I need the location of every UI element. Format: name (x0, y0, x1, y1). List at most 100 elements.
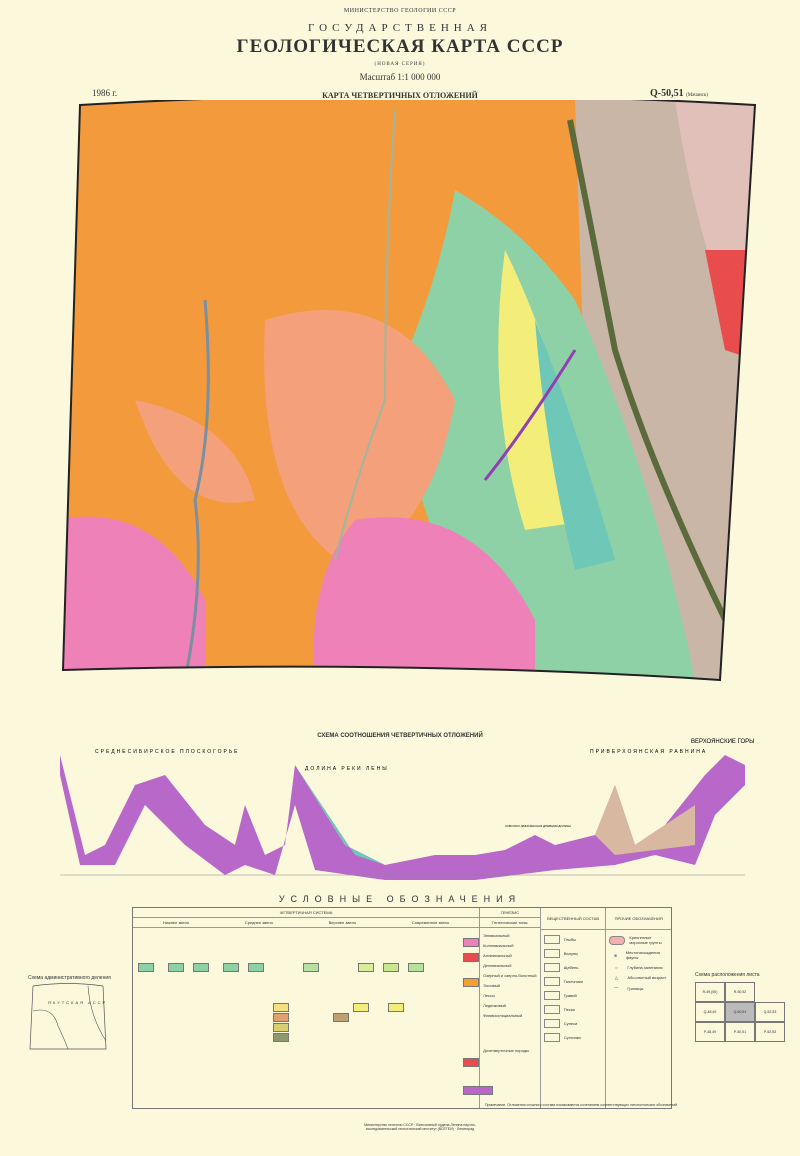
composition-item: Суглинки (543, 1033, 603, 1042)
legend-swatch (168, 963, 184, 972)
sheet-cell: Q-52,53 (755, 1002, 785, 1022)
genesis-item: Флювиогляциальный (483, 1013, 523, 1018)
genesis-item: Коллювиальный (483, 943, 514, 948)
legend-swatch (353, 1003, 369, 1012)
composition-label: Пески (563, 1007, 575, 1012)
region-label: ДОЛИНА РЕКИ ЛЕНЫ (305, 766, 389, 772)
composition-label: Супеси (563, 1021, 578, 1026)
composition-item: Галечники (543, 977, 603, 986)
pattern-swatch (543, 977, 560, 986)
other-item: △ Абсолютный возраст (609, 975, 668, 980)
map-frame (61, 100, 757, 682)
depth-icon: ○ (615, 965, 618, 970)
legend-swatch (408, 963, 424, 972)
other-item: ⊕ Местонахождения фауны (609, 950, 668, 960)
legend-swatch (463, 1058, 479, 1067)
map-region-southwest (63, 516, 205, 680)
pattern-swatch (543, 991, 560, 1000)
profile-loess (595, 785, 695, 855)
other-label: Границы (627, 985, 644, 991)
legend-swatch (383, 963, 399, 972)
column-header: Нижнее звено (162, 920, 190, 925)
series-label: (НОВАЯ СЕРИЯ) (374, 62, 426, 67)
sheet-code: Q-50,51 (650, 88, 684, 99)
genesis-item: Ледниковый (483, 1003, 506, 1008)
legend-swatch (333, 1013, 349, 1022)
legend-note: Примечание. Отложения сложного состава п… (485, 1103, 678, 1107)
sheet-cell: R-49,(50) (695, 982, 725, 1002)
map-title: ГЕОЛОГИЧЕСКАЯ КАРТА СССР (236, 36, 564, 57)
pattern-swatch (543, 1019, 560, 1028)
genesis-item: Дочетвертичные породы (483, 1048, 529, 1053)
legend-swatch (463, 1086, 493, 1095)
composition-label: Гравий (563, 993, 577, 998)
sheet-cell: Q-48,49 (695, 1002, 725, 1022)
river-center (334, 109, 396, 561)
column-header: Среднее звено (244, 920, 273, 925)
composition-label: Глыбы (563, 937, 577, 942)
ministry-label: МИНИСТЕРСТВО ГЕОЛОГИИ СССР (343, 8, 457, 14)
river-west (183, 299, 210, 680)
other-item: 〰 Границы (609, 985, 668, 991)
cross-section-profile: СРЕДНЕСИБИРСКОЕ ПЛОСКОГОРЬЕ ДОЛИНА РЕКИ … (60, 739, 754, 880)
legend-other: ПРОЧИЕ ОБОЗНАЧЕНИЯ Криогенные морозные г… (606, 908, 672, 1108)
legend-title: УСЛОВНЫЕ ОБОЗНАЧЕНИЯ (278, 894, 522, 904)
sheet-layout-inset: Схема расположения листа R-49,(50) R-50,… (695, 972, 785, 1042)
composition-item: Супеси (543, 1019, 603, 1028)
admin-region-label: ЯКУТСКАЯ АССР (48, 1000, 108, 1005)
composition-label: Валуны (563, 951, 579, 956)
genesis-subheader: Генетические типы (480, 918, 540, 928)
legend-stratigraphy: ЧЕТВЕРТИЧНАЯ СИСТЕМА Нижнее звено Средне… (133, 908, 493, 1108)
sheet-cell: P-50,51 (725, 1022, 755, 1042)
legend-composition: ВЕЩЕСТВЕННЫЙ СОСТАВ Глыбы Валуны Щебень … (540, 908, 607, 1108)
other-label: Глубина залегания (627, 965, 663, 970)
legend-swatch (463, 953, 479, 962)
age-icon: △ (614, 975, 618, 980)
legend-swatch (193, 963, 209, 972)
profile-title: СХЕМА СООТНОШЕНИЯ ЧЕТВЕРТИЧНЫХ ОТЛОЖЕНИЙ (317, 733, 483, 739)
sheet-name: (Мачанск) (686, 93, 708, 98)
genesis-item: Аллювиальный (483, 953, 512, 958)
pattern-swatch (543, 1033, 560, 1042)
legend-swatch (223, 963, 239, 972)
lena-river (567, 119, 748, 662)
admin-inset-map (29, 983, 107, 1050)
region-label: ПРИВЕРХОЯНСКАЯ РАВНИНА (590, 749, 707, 755)
division-headers: Нижнее звено Среднее звено Верхнее звено… (133, 918, 480, 928)
legend-swatch (463, 978, 479, 987)
composition-item: Щебень (543, 963, 603, 972)
composition-item: Валуны (543, 949, 603, 958)
sheet-number: Q-50,51 (Мачанск) (650, 88, 708, 99)
legend-swatch (463, 938, 479, 947)
river-purple (483, 349, 577, 481)
admin-inset: Схема административного деления ЯКУТСКАЯ… (28, 975, 111, 1053)
map-region-south (313, 517, 535, 680)
profile-bedrock (60, 755, 745, 880)
legend-swatch (303, 963, 319, 972)
layout-inset-title: Схема расположения листа (695, 972, 760, 978)
frozen-ground-icon (609, 935, 626, 945)
admin-inset-title: Схема административного деления (28, 975, 111, 981)
map-region-center (264, 310, 455, 570)
genesis-item: Лессы (483, 993, 495, 998)
sheet-cell: P-52,53 (755, 1022, 785, 1042)
other-label: Криогенные морозные грунты (629, 935, 662, 945)
legend-swatch (273, 1013, 289, 1022)
composition-label: Щебень (563, 965, 579, 970)
state-label: ГОСУДАРСТВЕННАЯ (307, 22, 492, 34)
current-sheet-cell: Q-50,51 (725, 1002, 755, 1022)
composition-label: Суглинки (563, 1035, 581, 1040)
composition-item: Пески (543, 1005, 603, 1014)
system-header: ЧЕТВЕРТИЧНАЯ СИСТЕМА (133, 908, 480, 918)
other-header: ПРОЧИЕ ОБОЗНАЧЕНИЯ (606, 908, 672, 930)
legend-swatch (248, 963, 264, 972)
genesis-item: Эоловый (483, 983, 500, 988)
legend-swatch (273, 1003, 289, 1012)
map-region-west (135, 400, 255, 503)
composition-header: ВЕЩЕСТВЕННЫЙ СОСТАВ (540, 908, 606, 930)
genesis-header: ГЕНЕЗИС (480, 908, 540, 918)
legend-swatch (358, 963, 374, 972)
geological-map[interactable] (55, 100, 775, 690)
pattern-swatch (543, 1005, 560, 1014)
legend-table: ЧЕТВЕРТИЧНАЯ СИСТЕМА Нижнее звено Средне… (132, 907, 672, 1109)
